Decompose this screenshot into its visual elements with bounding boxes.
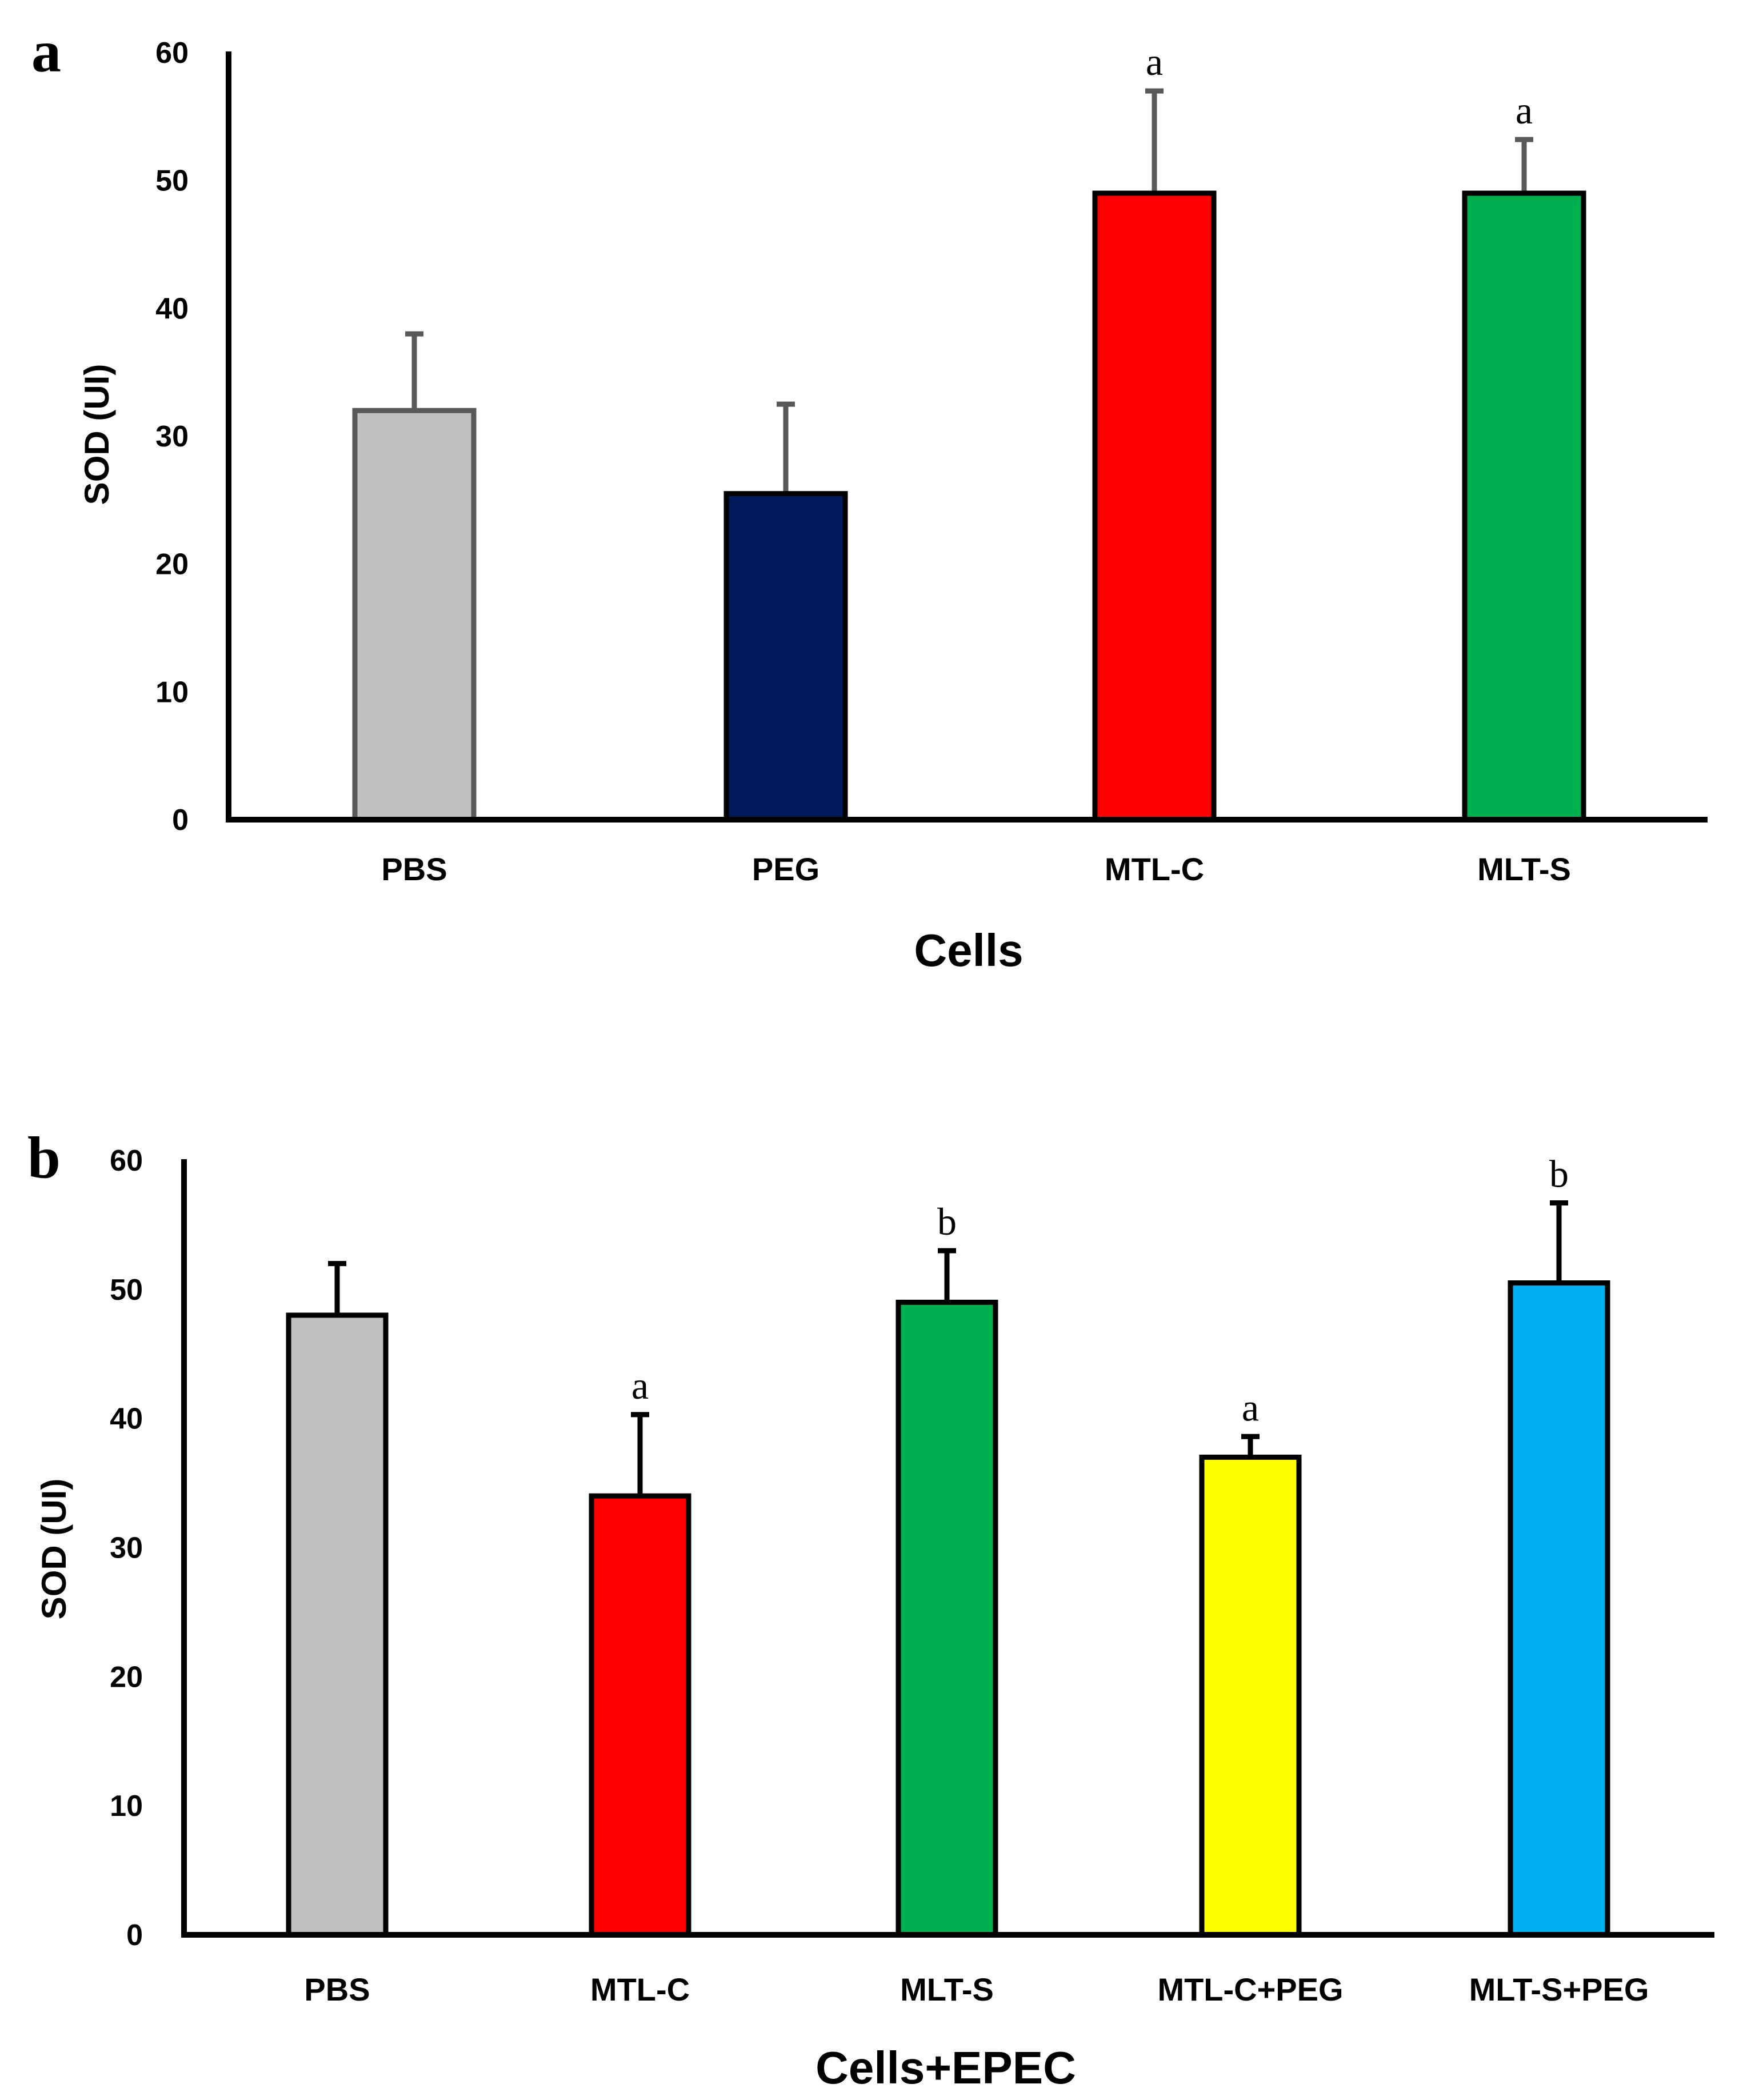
x-category-label: MTL-C <box>590 1971 690 2007</box>
significance-label: b <box>1549 1152 1569 1196</box>
y-tick-label: 40 <box>110 1403 143 1436</box>
x-category-label: PBS <box>381 851 447 887</box>
y-tick-label: 30 <box>110 1532 143 1565</box>
y-tick-label: 20 <box>155 548 189 581</box>
x-category-label: PBS <box>304 1971 370 2007</box>
y-axis-title: SOD (UI) <box>78 364 116 505</box>
y-tick-label: 20 <box>110 1660 143 1694</box>
x-category-label: MLT-S+PEG <box>1469 1971 1649 2007</box>
bar-mtl-c-peg <box>1199 1454 1302 1938</box>
x-category-label: MTL-C+PEG <box>1157 1971 1343 2007</box>
x-category-label: MTL-C <box>1105 851 1204 887</box>
significance-label: b <box>937 1200 957 1243</box>
bar-mtl-c <box>589 1493 691 1938</box>
significance-label: a <box>631 1364 649 1407</box>
y-tick-label: 10 <box>155 676 189 709</box>
bar-peg <box>723 491 848 823</box>
panel-letter: a <box>31 19 61 85</box>
significance-label: a <box>1146 40 1163 83</box>
x-category-label: MLT-S <box>1477 851 1571 887</box>
bar-pbs <box>286 1312 389 1938</box>
panel-a: a 0 10 20 30 40 50 60 PBS PEG a MTL-C a MLT-S Cells SOD… <box>31 19 1708 976</box>
y-tick-label: 0 <box>126 1919 143 1952</box>
significance-label: a <box>1242 1386 1259 1429</box>
panel-b: b 0 10 20 30 40 50 60 PBS a MTL-C b MLT-S a MTL-C+PEG b… <box>27 1125 1714 2093</box>
x-category-label: PEG <box>752 851 819 887</box>
bar-mlt-s <box>896 1299 998 1938</box>
y-tick-label: 40 <box>155 292 189 325</box>
y-axis-title: SOD (UI) <box>35 1479 73 1620</box>
y-tick-label: 10 <box>110 1790 143 1823</box>
panel-letter: b <box>27 1125 61 1191</box>
significance-label: a <box>1516 89 1533 132</box>
bar-mlt-s-peg <box>1508 1280 1610 1938</box>
x-category-label: MLT-S <box>900 1971 994 2007</box>
x-axis-title: Cells <box>914 925 1023 976</box>
bar-mtl-c <box>1092 190 1217 823</box>
x-axis-title: Cells+EPEC <box>815 2042 1076 2093</box>
bar-pbs <box>352 408 477 823</box>
y-tick-label: 50 <box>110 1273 143 1307</box>
y-tick-label: 60 <box>155 37 189 70</box>
bar-mlt-s <box>1462 190 1586 823</box>
y-tick-label: 50 <box>155 165 189 198</box>
y-tick-label: 0 <box>172 804 189 837</box>
y-tick-label: 30 <box>155 420 189 453</box>
y-tick-label: 60 <box>110 1144 143 1177</box>
